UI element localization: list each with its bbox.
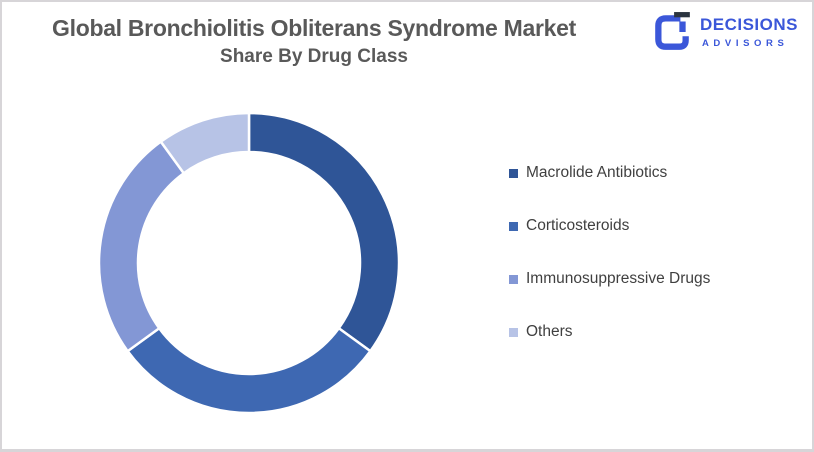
chart-legend: Macrolide Antibiotics Corticosteroids Im… xyxy=(509,161,710,344)
donut-slice-immunosuppressive-drugs xyxy=(97,139,186,353)
legend-item: Others xyxy=(509,320,710,344)
donut-slice-others xyxy=(159,111,251,175)
donut-chart xyxy=(97,111,401,415)
legend-item: Immunosuppressive Drugs xyxy=(509,267,710,291)
donut-slice-macrolide-antibiotics xyxy=(247,111,401,353)
legend-swatch-icon xyxy=(509,274,518,284)
chart-subtitle: Share By Drug Class xyxy=(220,45,408,67)
decisions-advisors-logo: DECISIONS ADVISORS xyxy=(651,11,798,53)
legend-label: Immunosuppressive Drugs xyxy=(526,270,711,287)
legend-item: Macrolide Antibiotics xyxy=(509,161,710,185)
legend-swatch-icon xyxy=(509,168,518,178)
donut-slice-corticosteroids xyxy=(125,326,373,415)
legend-swatch-icon xyxy=(509,327,518,337)
chart-title-block: Global Bronchiolitis Obliterans Syndrome… xyxy=(2,15,626,68)
logo-text: DECISIONS ADVISORS xyxy=(700,15,798,49)
legend-label: Macrolide Antibiotics xyxy=(526,164,668,181)
logo-name: DECISIONS xyxy=(699,15,798,34)
chart-title: Global Bronchiolitis Obliterans Syndrome… xyxy=(52,15,576,41)
legend-label: Corticosteroids xyxy=(526,217,630,234)
legend-label: Others xyxy=(526,323,573,340)
legend-swatch-icon xyxy=(509,221,518,231)
legend-item: Corticosteroids xyxy=(509,214,710,238)
logo-subname: ADVISORS xyxy=(701,38,789,49)
logo-g-mark-icon xyxy=(655,12,690,50)
